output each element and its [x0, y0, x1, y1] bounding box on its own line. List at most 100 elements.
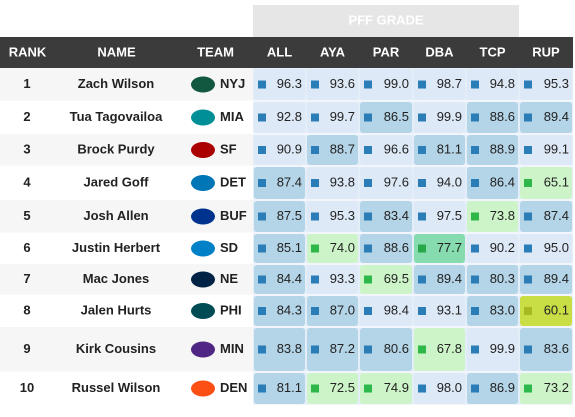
grade: 83.8	[277, 341, 302, 356]
grade: 83.6	[544, 341, 569, 356]
team: SF	[220, 141, 237, 156]
grade-marker	[471, 275, 479, 284]
grade-cell	[520, 373, 572, 404]
grade: 99.9	[437, 109, 462, 124]
grade-marker	[524, 80, 532, 89]
grade: 99.9	[490, 341, 515, 356]
grade-marker	[311, 307, 319, 315]
grade-cell	[414, 201, 465, 232]
grade-cell	[414, 69, 465, 100]
column-header: TCP	[480, 44, 506, 59]
grade-cell	[467, 373, 518, 404]
grade-cell	[414, 265, 465, 294]
header-row-bg	[0, 37, 573, 68]
grade: 99.1	[544, 141, 569, 156]
grade-cell	[360, 296, 412, 326]
rank: 3	[23, 141, 30, 156]
grade: 95.3	[544, 76, 569, 91]
player-name: Jalen Hurts	[81, 302, 152, 317]
team: SD	[220, 240, 238, 255]
grade-cell	[520, 102, 572, 133]
grade-marker	[471, 384, 479, 393]
grade-marker	[258, 345, 266, 354]
grade-marker	[471, 113, 479, 122]
grade: 65.1	[544, 174, 569, 189]
grade: 80.3	[490, 271, 515, 286]
grade-marker	[471, 345, 479, 354]
grade: 87.2	[330, 341, 355, 356]
team-logo	[191, 208, 215, 225]
column-header: ALL	[267, 44, 292, 59]
grade: 98.0	[437, 380, 462, 395]
grade: 99.7	[330, 109, 355, 124]
grade-cell	[254, 102, 305, 133]
rank: 6	[23, 240, 30, 255]
grade: 74.0	[330, 240, 355, 255]
grade-marker	[524, 275, 532, 284]
grade-marker	[311, 384, 319, 393]
rank: 10	[20, 380, 34, 395]
grade: 93.8	[330, 174, 355, 189]
rank: 5	[23, 208, 30, 223]
grade-marker	[418, 345, 426, 354]
grade: 69.5	[384, 271, 409, 286]
grade: 89.4	[437, 271, 462, 286]
player-name: Kirk Cousins	[76, 341, 156, 356]
grade-cell	[307, 167, 358, 199]
grade-marker	[418, 146, 426, 154]
player-name: Jared Goff	[83, 174, 149, 189]
grade-marker	[418, 212, 426, 221]
grade-area-bg	[253, 68, 573, 405]
grade: 60.1	[544, 302, 569, 317]
grade-cell	[360, 373, 412, 404]
grade-marker	[418, 307, 426, 315]
grade-marker	[364, 244, 372, 253]
grade-cell	[360, 265, 412, 294]
rank: 7	[23, 271, 30, 286]
grade-marker	[471, 212, 479, 221]
grade-cell	[467, 135, 518, 165]
grade-cell	[360, 201, 412, 232]
grade: 96.6	[384, 141, 409, 156]
grade-cell	[414, 102, 465, 133]
grade-marker	[524, 113, 532, 122]
grade-marker	[418, 384, 426, 393]
grade-marker	[311, 146, 319, 154]
grade-cell	[307, 296, 358, 326]
grade: 83.4	[384, 208, 409, 223]
grade-cell	[254, 69, 305, 100]
grade: 73.2	[544, 380, 569, 395]
grade-marker	[418, 244, 426, 253]
grade-marker	[258, 179, 266, 187]
rank: 4	[23, 174, 31, 189]
grade: 73.8	[490, 208, 515, 223]
grade: 87.0	[330, 302, 355, 317]
grade-marker	[471, 244, 479, 253]
grade: 93.3	[330, 271, 355, 286]
grade: 95.3	[330, 208, 355, 223]
grade: 86.4	[490, 174, 515, 189]
grade-cell	[467, 102, 518, 133]
grade-marker	[418, 275, 426, 284]
grade-cell	[360, 167, 412, 199]
grade-marker	[524, 345, 532, 354]
team-logo	[191, 175, 215, 191]
grade: 67.8	[437, 341, 462, 356]
grade: 93.1	[437, 302, 462, 317]
group-header-bg	[253, 5, 519, 37]
grade-cell	[360, 135, 412, 165]
grade: 84.3	[277, 302, 302, 317]
grade-cell	[307, 201, 358, 232]
team: BUF	[220, 208, 247, 223]
grade: 89.4	[544, 109, 569, 124]
grade-marker	[364, 307, 372, 315]
grade-cell	[520, 265, 572, 294]
grade-marker	[258, 275, 266, 284]
grade-cell	[520, 201, 572, 232]
grade: 93.6	[330, 76, 355, 91]
player-name: Russel Wilson	[72, 380, 161, 395]
player-name: Zach Wilson	[78, 76, 155, 91]
grade-marker	[524, 244, 532, 253]
grade: 99.0	[384, 76, 409, 91]
grade-cell	[254, 328, 305, 371]
